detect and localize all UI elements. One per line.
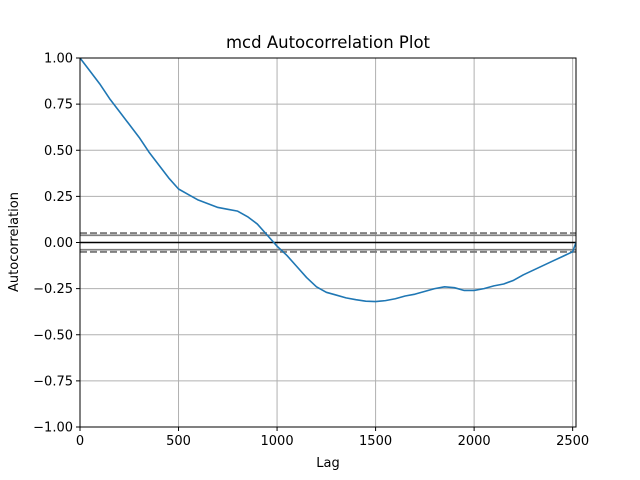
series	[79, 57, 577, 303]
x-tick-label: 500	[166, 434, 191, 449]
y-tick-label: −0.50	[33, 328, 73, 343]
y-tick-label: 1.00	[44, 52, 73, 67]
y-tick-label: 0.50	[44, 144, 73, 159]
y-tick-label: −1.00	[33, 421, 73, 436]
x-tick-label: 2500	[556, 434, 589, 449]
x-axis-label: Lag	[316, 456, 339, 471]
y-axis-label: Autocorrelation	[7, 192, 22, 292]
y-tick-label: 0.25	[44, 190, 73, 205]
y-tick-label: −0.75	[33, 374, 73, 389]
x-tick-label: 2000	[458, 434, 491, 449]
x-tick-label: 1000	[261, 434, 294, 449]
autocorrelation-line	[79, 57, 577, 303]
x-tick-label: 0	[76, 434, 84, 449]
plot-frame	[79, 57, 577, 428]
y-tick-label: 0.75	[44, 98, 73, 113]
chart-title: mcd Autocorrelation Plot	[226, 33, 431, 52]
x-tick-label: 1500	[359, 434, 392, 449]
ticks: 0 500 1000 1500 2000 2500 1.00 0.75 0.50 0.25 0.00…	[33, 52, 589, 450]
y-tick-label: −0.25	[33, 282, 73, 297]
reference-lines	[80, 232, 576, 253]
y-tick-label: 0.00	[44, 236, 73, 251]
